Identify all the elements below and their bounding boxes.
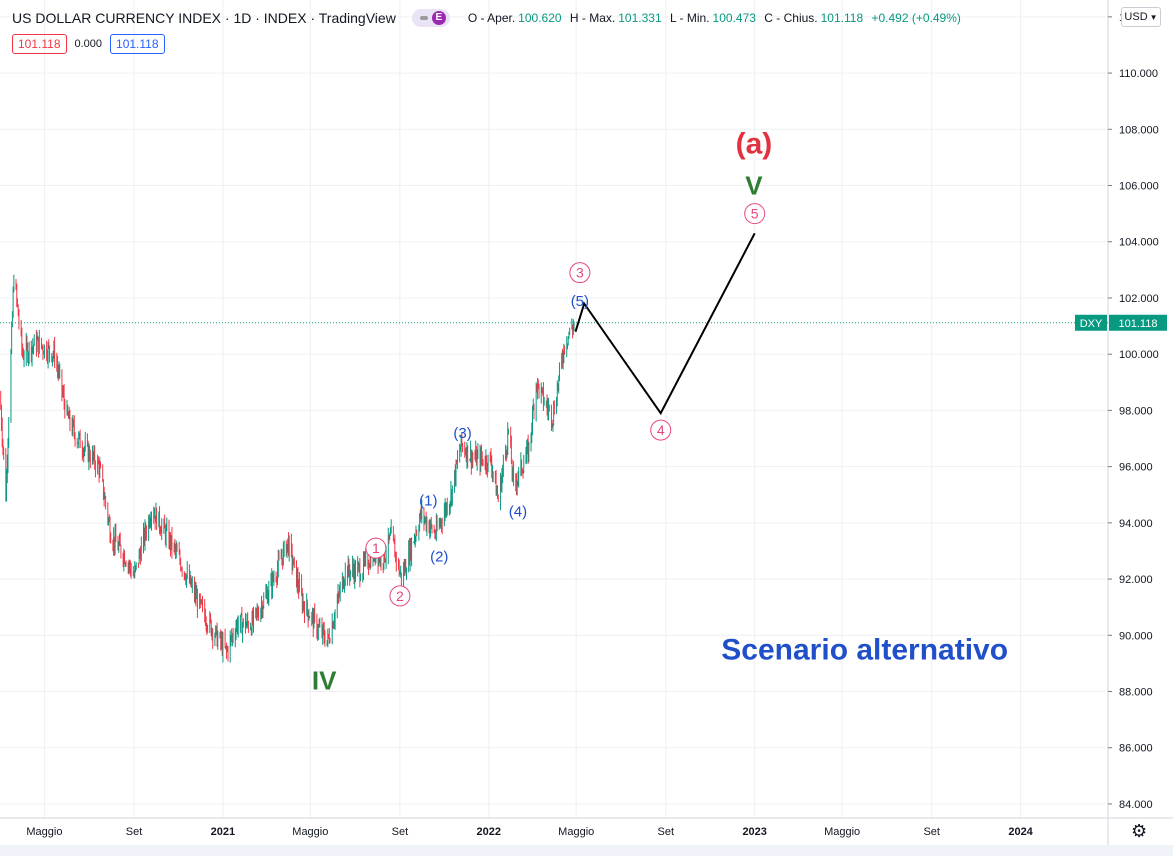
- x-tick-label: Set: [126, 826, 143, 838]
- wave-circle: [389, 585, 411, 607]
- events-e-icon: E: [431, 11, 446, 25]
- low-value: 100.473: [712, 11, 756, 25]
- wave-circle: [569, 262, 591, 284]
- y-tick-label: 88.000: [1119, 687, 1153, 699]
- ask-price-box[interactable]: 101.118: [110, 34, 165, 54]
- x-tick-label: Maggio: [824, 826, 860, 838]
- currency-label: USD: [1124, 11, 1148, 23]
- events-badge[interactable]: E: [411, 9, 450, 27]
- high-label: H - Max.: [569, 11, 616, 25]
- y-tick-label: 110.000: [1119, 68, 1158, 80]
- bid-price-box[interactable]: 101.118: [12, 34, 67, 54]
- y-tick-label: 96.000: [1119, 462, 1153, 474]
- x-tick-label: 2024: [1008, 826, 1033, 838]
- scenario-annotation: Scenario alternativo: [721, 633, 1008, 666]
- x-tick-label: Set: [392, 826, 409, 838]
- wave-label-blue: (3): [453, 425, 471, 442]
- y-tick-label: 106.000: [1119, 181, 1159, 193]
- x-tick-label: 2022: [477, 826, 501, 838]
- chart-header: US DOLLAR CURRENCY INDEX · 1D · INDEX · …: [12, 8, 966, 28]
- wave-circle: [650, 419, 672, 441]
- symbol-title[interactable]: US DOLLAR CURRENCY INDEX · 1D · INDEX · …: [12, 10, 396, 26]
- wave-label-blue: (4): [509, 504, 527, 521]
- x-tick-label: Maggio: [26, 826, 62, 838]
- last-price-badge: [1109, 314, 1167, 331]
- events-dot-icon: [419, 16, 428, 20]
- x-tick-label: Set: [923, 826, 940, 838]
- currency-selector[interactable]: USD ▼: [1121, 7, 1161, 27]
- y-tick-label: 108.000: [1119, 124, 1159, 136]
- wave-label-blue: (1): [419, 492, 437, 509]
- wave-label-3: 3: [576, 265, 584, 281]
- spread-value: 0.000: [74, 38, 103, 50]
- wave-label-green: IV: [312, 665, 337, 695]
- wave-label-2: 2: [396, 588, 404, 604]
- wave-circle: [744, 203, 766, 225]
- low-label: L - Min.: [669, 11, 710, 25]
- symbol-badge-label: DXY: [1080, 318, 1103, 330]
- wave-label-4: 4: [657, 422, 665, 438]
- y-tick-label: 104.000: [1119, 237, 1159, 249]
- x-tick-label: Maggio: [292, 826, 328, 838]
- close-value: 101.118: [820, 11, 864, 25]
- candles-group: [0, 274, 575, 663]
- close-label: C - Chius.: [764, 11, 818, 25]
- wave-label-red: (a): [736, 127, 773, 160]
- wave-label-1: 1: [372, 540, 380, 556]
- x-tick-label: 2021: [211, 826, 235, 838]
- wave-label-blue: (5): [571, 293, 589, 310]
- wave-label-blue: (2): [430, 549, 448, 566]
- x-tick-label: Maggio: [558, 826, 594, 838]
- last-price-label: 101.118: [1119, 318, 1158, 330]
- y-tick-label: 86.000: [1119, 743, 1153, 755]
- y-tick-label: 84.000: [1119, 799, 1153, 811]
- projection-line: [574, 232, 756, 416]
- open-label: O - Aper.: [467, 11, 516, 25]
- wave-circle: [365, 537, 387, 559]
- change-value: +0.492 (+0.49%): [871, 11, 961, 25]
- symbol-badge: [1075, 314, 1107, 331]
- y-tick-label: 100.000: [1119, 349, 1159, 361]
- y-tick-label: 102.000: [1119, 293, 1159, 305]
- open-value: 100.620: [518, 11, 562, 25]
- indicator-values: 101.118 0.000 101.118: [12, 34, 165, 54]
- bottom-strip: [0, 845, 1173, 856]
- y-tick-label: 92.000: [1119, 574, 1153, 586]
- high-value: 101.331: [618, 11, 662, 25]
- gear-icon[interactable]: ⚙: [1131, 821, 1148, 841]
- y-tick-label: 90.000: [1119, 630, 1153, 642]
- y-tick-label: 94.000: [1119, 518, 1153, 530]
- x-tick-label: 2023: [742, 826, 766, 838]
- x-tick-label: Set: [658, 826, 675, 838]
- ohlc-legend: O - Aper. 100.620 H - Max. 101.331 L - Min…: [468, 11, 966, 25]
- chevron-down-icon: ▼: [1149, 12, 1158, 22]
- wave-label-5: 5: [751, 206, 759, 222]
- y-tick-label: 98.000: [1119, 405, 1153, 417]
- wave-label-green: V: [745, 171, 763, 201]
